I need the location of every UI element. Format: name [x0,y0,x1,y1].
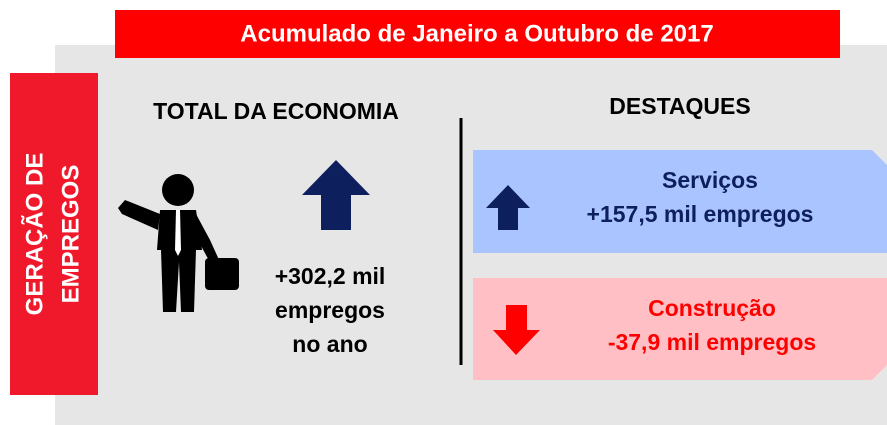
sector-name: Serviços [662,167,758,193]
total-text: empregos [275,297,385,323]
services-box [473,150,887,253]
section-title: TOTAL DA ECONOMIA [153,98,399,124]
sector-name: Construção [648,295,776,321]
down-arrow [493,305,540,355]
section-title: DESTAQUES [609,93,750,119]
side-label: GERAÇÃO DE [20,153,48,316]
header-banner [115,10,840,58]
tie [175,210,181,256]
up-arrow [486,185,530,230]
sector-value: -37,9 mil empregos [608,329,816,355]
businessman-icon [118,174,239,312]
sector-value: +157,5 mil empregos [587,201,814,227]
total-value: +302,2 mil [275,263,386,289]
side-label: EMPREGOS [57,165,84,304]
side-banner [10,73,98,395]
construction-box [473,278,887,380]
up-arrow [302,160,370,230]
header-title: Acumulado de Janeiro a Outubro de 2017 [240,20,713,47]
total-text: no ano [292,331,367,357]
